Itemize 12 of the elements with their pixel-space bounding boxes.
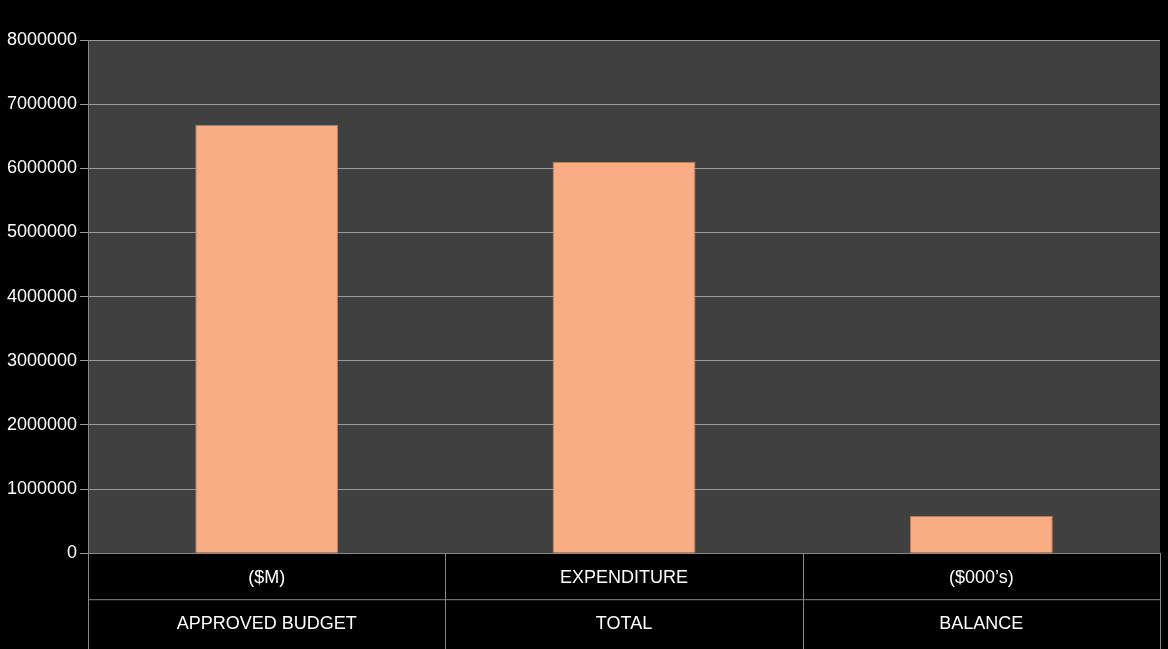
y-tick-label: 7000000 <box>7 93 78 114</box>
y-tick-label: 3000000 <box>7 349 78 370</box>
y-tick-label: 6000000 <box>7 157 78 178</box>
y-tick-label: 1000000 <box>7 478 78 499</box>
category-label: ($M) APPROVED BUDGET <box>176 567 357 634</box>
category-label: EXPENDITURE TOTAL <box>560 567 689 634</box>
category-label: ($000’s) BALANCE <box>939 567 1024 634</box>
y-tick-label: 4000000 <box>7 285 78 306</box>
y-tick-label: 0 <box>67 542 78 563</box>
y-tick-label: 8000000 <box>7 28 78 49</box>
y-tick-label: 5000000 <box>7 221 78 242</box>
y-tick-label: 2000000 <box>7 413 78 434</box>
